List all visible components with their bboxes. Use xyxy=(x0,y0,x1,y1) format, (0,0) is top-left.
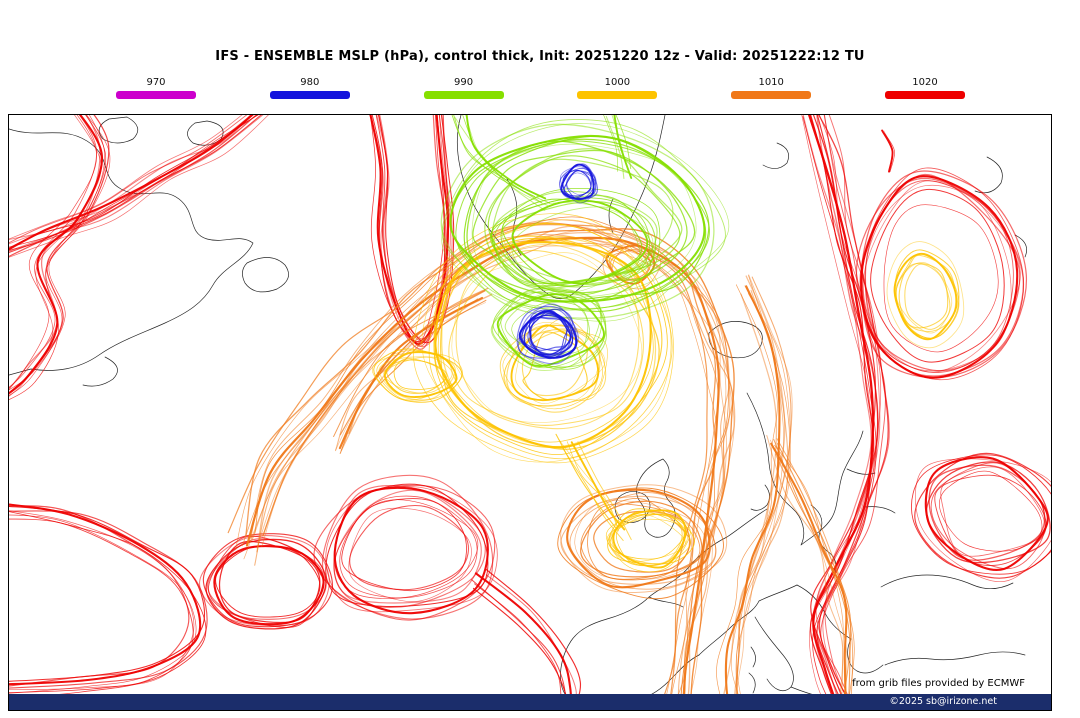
weather-map: from grib files provided by ECMWF ©2025 … xyxy=(8,114,1052,711)
footer-bar: ©2025 sb@irizone.net xyxy=(9,694,1051,710)
legend-label: 1000 xyxy=(604,77,631,88)
legend-swatch xyxy=(731,91,812,99)
legend-item: 990 xyxy=(423,77,504,99)
legend-label: 1010 xyxy=(758,77,784,88)
pressure-legend: 970 980 990 1000 1010 1020 xyxy=(116,77,965,99)
legend-swatch xyxy=(884,91,965,99)
legend-item: 1020 xyxy=(884,77,965,99)
map-canvas xyxy=(9,115,1051,710)
legend-item: 970 xyxy=(116,77,196,99)
legend-item: 980 xyxy=(269,77,350,99)
legend-label: 980 xyxy=(300,77,320,88)
legend-item: 1010 xyxy=(731,77,812,99)
legend-swatch xyxy=(116,91,196,99)
legend-swatch xyxy=(577,91,658,99)
page-title: IFS - ENSEMBLE MSLP (hPa), control thick… xyxy=(215,49,865,64)
ensemble-contours xyxy=(9,115,1051,710)
legend-swatch xyxy=(269,91,350,99)
legend-item: 1000 xyxy=(577,77,658,99)
copyright-text: ©2025 sb@irizone.net xyxy=(889,696,997,707)
legend-label: 1020 xyxy=(912,77,938,88)
attribution-text: from grib files provided by ECMWF xyxy=(852,678,1025,689)
legend-label: 990 xyxy=(454,77,474,88)
legend-swatch xyxy=(423,91,504,99)
legend-label: 970 xyxy=(146,77,166,88)
